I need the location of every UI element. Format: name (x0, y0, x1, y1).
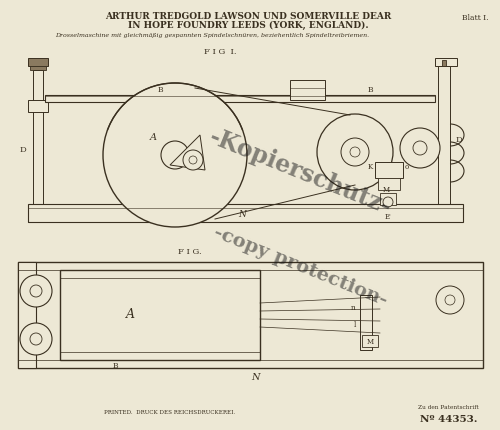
Bar (28, 100, 48, 112)
Bar (28, 58, 48, 66)
Text: B: B (367, 86, 373, 94)
Text: F I G  I.: F I G I. (204, 48, 236, 56)
Text: l: l (354, 321, 356, 329)
Bar (438, 66, 450, 206)
Bar (362, 335, 378, 347)
Circle shape (436, 286, 464, 314)
Text: B: B (112, 362, 118, 370)
Text: IN HOPE FOUNDRY LEEDS (YORK, ENGLAND).: IN HOPE FOUNDRY LEEDS (YORK, ENGLAND). (128, 21, 368, 30)
Text: A: A (150, 132, 156, 141)
Bar (60, 270, 260, 360)
Text: M: M (383, 186, 390, 194)
Bar (432, 204, 460, 214)
Circle shape (350, 147, 360, 157)
Circle shape (341, 138, 369, 166)
Circle shape (317, 114, 393, 190)
Circle shape (30, 333, 42, 345)
Bar (18, 262, 483, 368)
Text: D: D (456, 136, 463, 144)
Bar (30, 210, 46, 220)
Circle shape (20, 323, 52, 355)
Bar (45, 95, 435, 102)
Bar (380, 193, 396, 205)
Text: o: o (405, 163, 409, 171)
Circle shape (20, 275, 52, 307)
Bar (378, 178, 400, 190)
Text: Drosselmaschine mit gleichmäßig gespannten Spindelschnüren, beziehentlich Spinde: Drosselmaschine mit gleichmäßig gespannt… (55, 33, 369, 38)
Text: N: N (238, 210, 246, 219)
Bar (33, 70, 43, 210)
Bar (442, 60, 446, 66)
Text: Zu den Patentschrift: Zu den Patentschrift (418, 405, 479, 410)
Bar (28, 204, 463, 222)
Bar (435, 58, 457, 66)
Text: K: K (368, 163, 373, 171)
Text: Nº 44353.: Nº 44353. (420, 415, 478, 424)
Bar (360, 295, 372, 350)
Text: B: B (157, 86, 163, 94)
Circle shape (383, 197, 393, 207)
Circle shape (445, 295, 455, 305)
Circle shape (189, 156, 197, 164)
Circle shape (183, 150, 203, 170)
Text: -copy protection-: -copy protection- (210, 224, 390, 310)
Text: Blatt I.: Blatt I. (462, 14, 488, 22)
Text: F I G.: F I G. (178, 248, 202, 256)
Bar (30, 66, 46, 70)
Text: -Kopierschutz-: -Kopierschutz- (206, 124, 394, 220)
Polygon shape (170, 135, 205, 170)
Bar (18, 262, 36, 368)
Text: ARTHUR TREDGOLD LAWSON UND SOMERVILLE DEAR: ARTHUR TREDGOLD LAWSON UND SOMERVILLE DE… (105, 12, 391, 21)
Circle shape (103, 83, 247, 227)
Text: M: M (366, 338, 374, 346)
Circle shape (400, 128, 440, 168)
Circle shape (30, 285, 42, 297)
Bar (375, 162, 403, 178)
Circle shape (161, 141, 189, 169)
Text: E': E' (384, 213, 392, 221)
Text: A: A (126, 308, 134, 322)
Bar (28, 208, 48, 222)
Bar (290, 80, 325, 100)
Text: n: n (351, 304, 356, 312)
Text: N: N (251, 373, 259, 382)
Text: PRINTED.  DRUCK DES REICHSDRUCKEREI.: PRINTED. DRUCK DES REICHSDRUCKEREI. (104, 410, 236, 415)
Circle shape (413, 141, 427, 155)
Text: D: D (19, 146, 26, 154)
